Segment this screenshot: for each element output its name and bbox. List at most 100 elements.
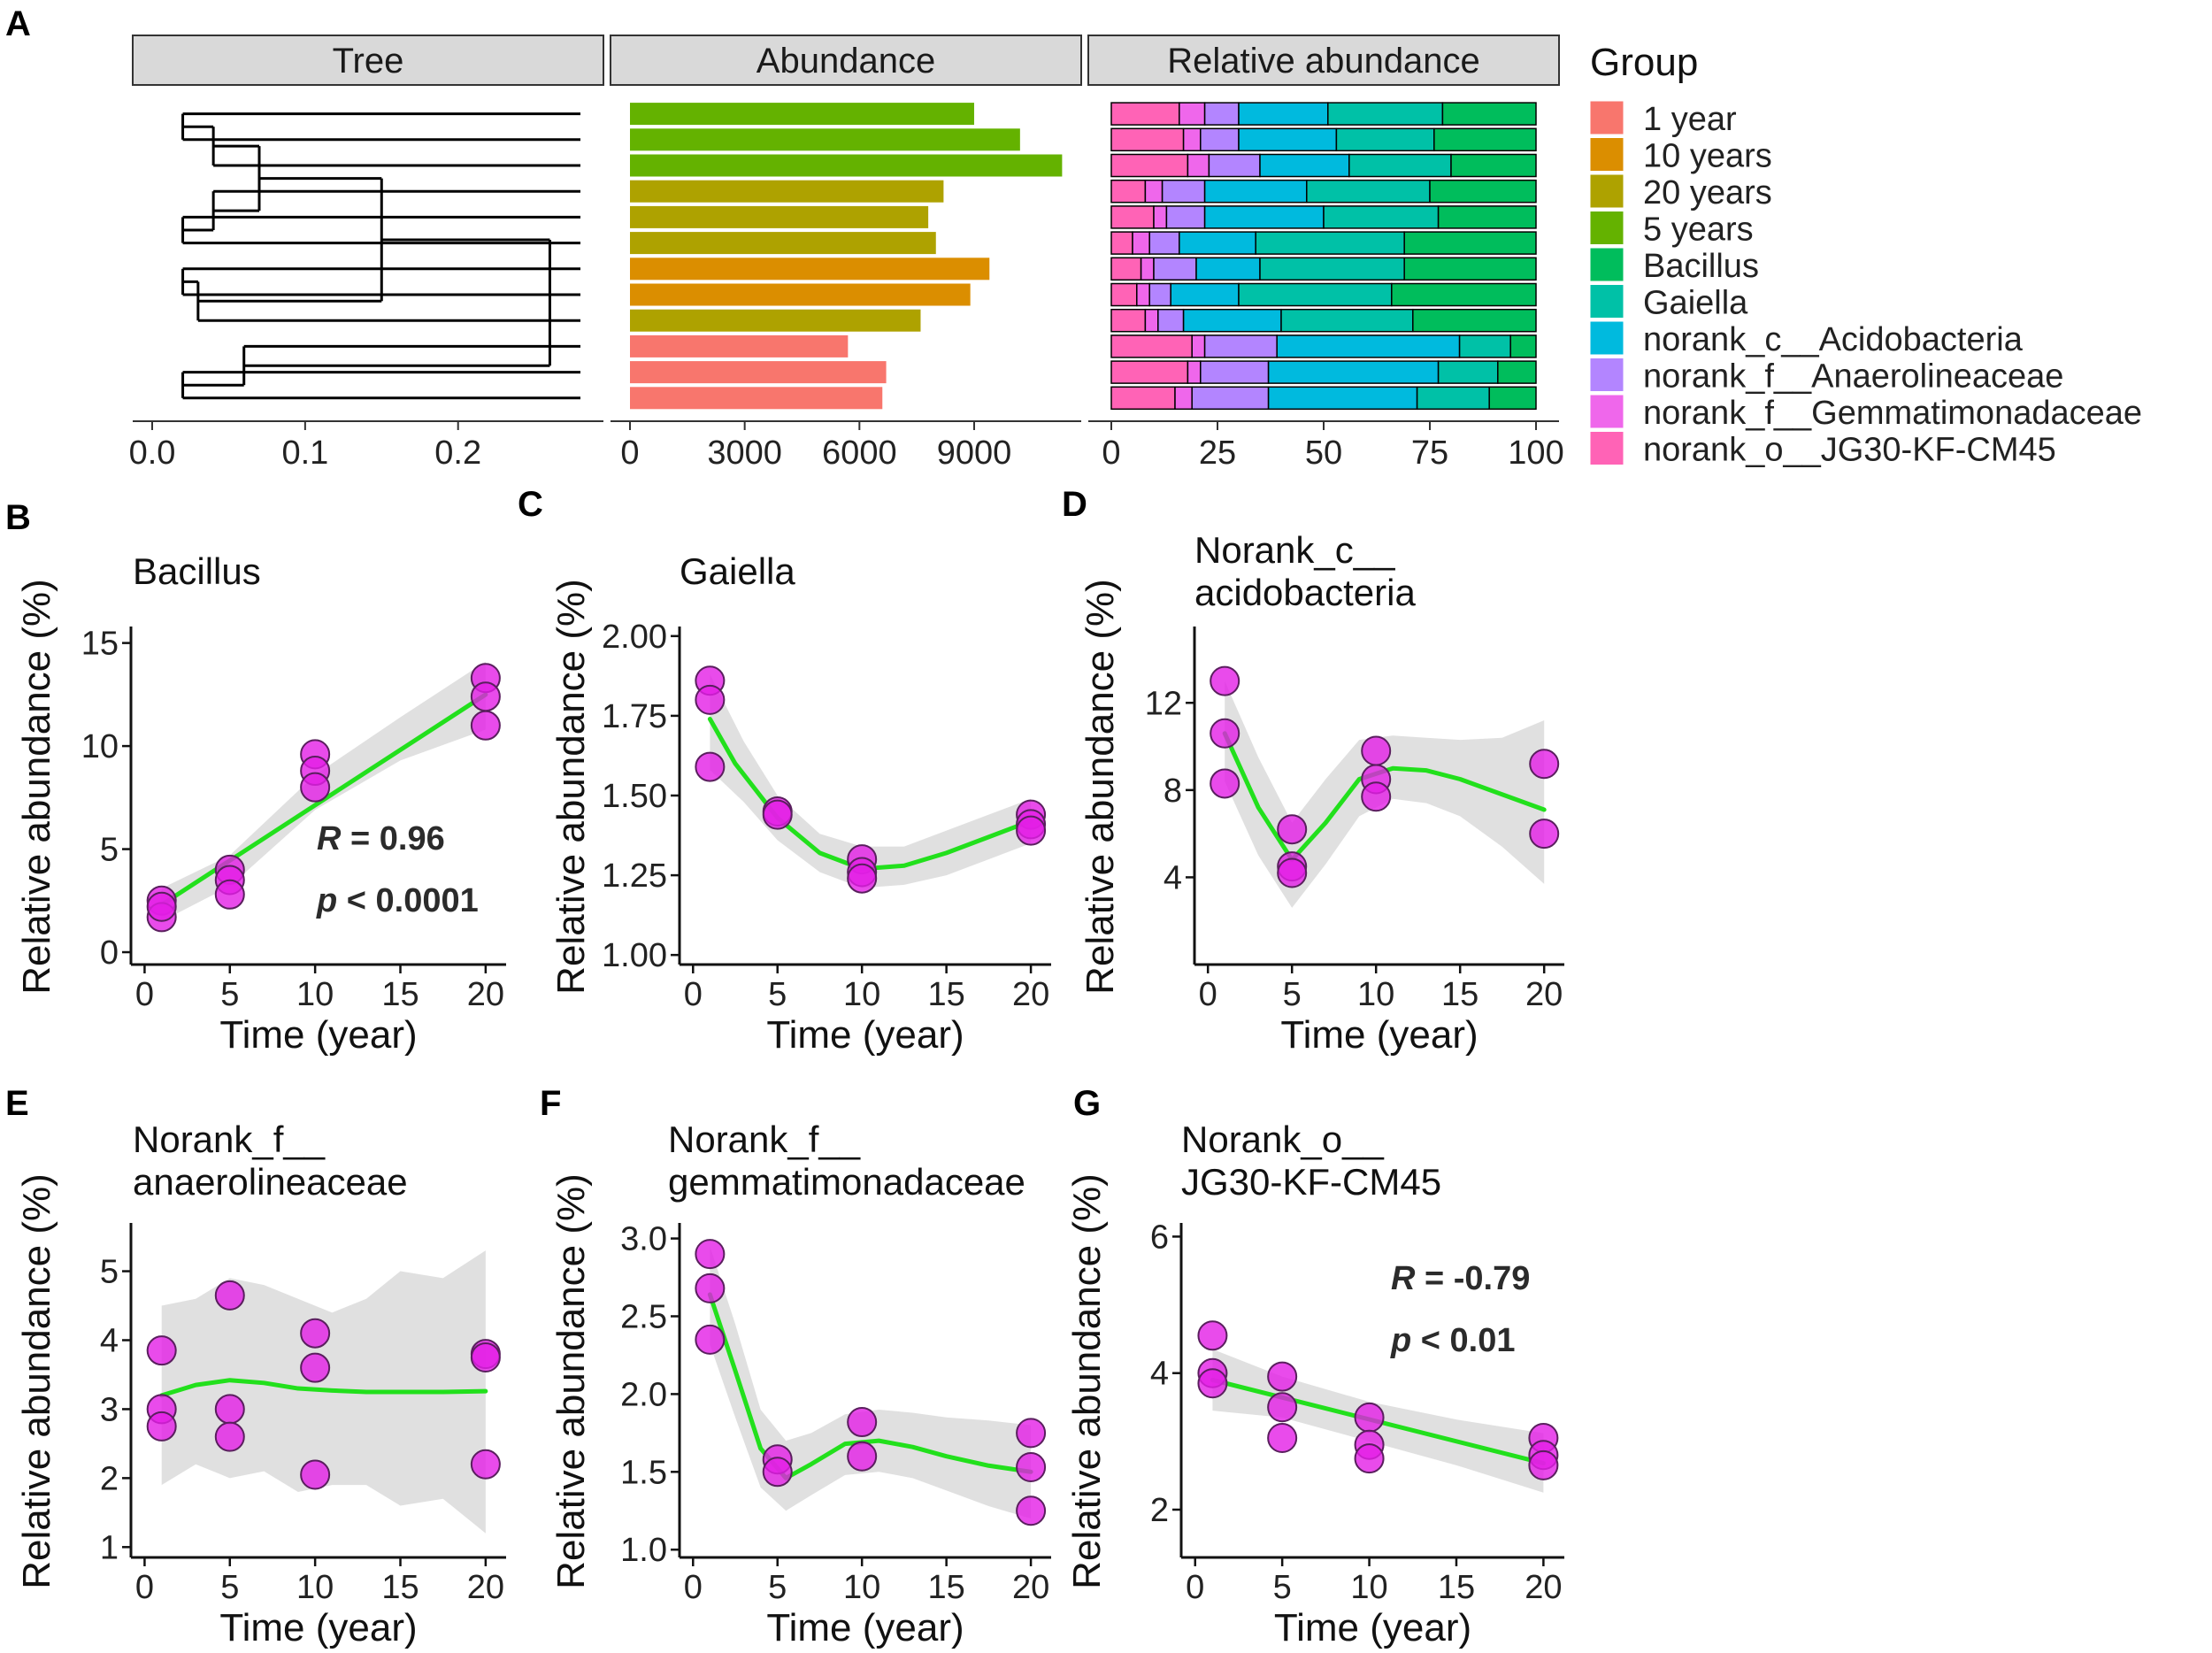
- legend-swatch: [1589, 211, 1624, 245]
- legend-swatch: [1589, 247, 1624, 282]
- stacked-segment: [1433, 127, 1537, 152]
- panel-f-fit-line: [707, 1292, 1033, 1480]
- stacked-segment: [1140, 257, 1155, 281]
- legend-label: Gaiella: [1643, 285, 1748, 322]
- panel-e-data-point: [146, 1335, 177, 1366]
- panel-letter-g: G: [1073, 1084, 1101, 1123]
- panel-f-x-tick-label: 0: [684, 1569, 703, 1606]
- panel-d-x-axis-title: Time (year): [1280, 1013, 1478, 1057]
- stacked-segment: [1458, 334, 1511, 358]
- panel-d-data-point: [1210, 718, 1240, 749]
- panel-b-data-point: [146, 891, 177, 922]
- panel-b-x-axis-title: Time (year): [219, 1013, 417, 1057]
- stacked-segment: [1110, 386, 1176, 411]
- panel-f-data-point: [1016, 1452, 1047, 1483]
- relative-x-tick-label: 25: [1199, 434, 1236, 472]
- panel-e-data-point: [214, 1421, 245, 1452]
- legend-swatch: [1589, 431, 1624, 465]
- relative-abundance-stacked-bar-chart: 0 25 50 75 100: [1088, 102, 1564, 472]
- panel-d-data-point: [1361, 781, 1392, 812]
- stacked-segment: [1110, 231, 1133, 255]
- legend-label: 20 years: [1643, 174, 1772, 211]
- panel-letter-c: C: [518, 485, 543, 524]
- legend-label: Bacillus: [1643, 248, 1759, 285]
- panel-d-data-point: [1210, 665, 1240, 696]
- panel-g-y-axis-title: Relative abundance (%): [1065, 1173, 1109, 1589]
- panel-f-confidence-band: [710, 1246, 1032, 1519]
- panel-f-y-tick-label: 1.0: [620, 1532, 667, 1569]
- panel-c-y-axis-title: Relative abundance (%): [549, 579, 593, 995]
- panel-c-title: Gaiella: [680, 550, 795, 592]
- panel-e-data-point: [300, 1459, 331, 1490]
- legend-label: 5 years: [1643, 211, 1754, 249]
- abundance-x-tick-label: 0: [620, 434, 639, 472]
- panel-c-x-tick-label: 15: [927, 976, 964, 1013]
- tree-x-tick-label: 0.1: [281, 434, 328, 472]
- abundance-bar: [630, 334, 849, 358]
- stacked-segment: [1267, 360, 1440, 384]
- panel-e-y-tick-label: 1: [100, 1529, 119, 1566]
- legend-title: Group: [1590, 41, 1698, 84]
- panel-d-title: Norank_c__: [1194, 529, 1395, 571]
- panel-g-data-point: [1267, 1423, 1298, 1453]
- panel-f-y-tick-label: 3.0: [620, 1221, 667, 1258]
- panel-b-p-symbol: p: [316, 882, 337, 919]
- panel-letter-f: F: [540, 1084, 561, 1123]
- stacked-segment: [1144, 308, 1159, 333]
- legend-swatch: [1589, 284, 1624, 319]
- panel-d-y-tick-label: 12: [1145, 685, 1182, 722]
- legend-label: norank_f__Anaerolineaceae: [1643, 358, 2063, 396]
- stacked-segment: [1255, 231, 1405, 255]
- panel-g-x-tick-label: 20: [1525, 1569, 1562, 1606]
- panel-d-y-tick-label: 8: [1164, 773, 1182, 810]
- panel-e-title: Norank_f__: [133, 1119, 326, 1160]
- panel-e-y-tick-label: 5: [100, 1254, 119, 1291]
- panel-b-y-axis-title: Relative abundance (%): [15, 579, 58, 995]
- panel-f-gemmatimonadaceae: Norank_f__gemmatimonadaceae 0 5 10 15 20 1.0 1.…: [549, 1119, 1051, 1649]
- panel-f-title: Norank_f__: [668, 1119, 861, 1160]
- legend-swatch: [1589, 394, 1624, 429]
- panel-c-x-tick-label: 20: [1012, 976, 1049, 1013]
- stacked-segment: [1132, 231, 1150, 255]
- strip-tree-label: Tree: [333, 42, 404, 81]
- stacked-segment: [1203, 334, 1278, 358]
- panel-d-x-tick-label: 5: [1283, 976, 1302, 1013]
- panel-f-data-point: [695, 1272, 726, 1303]
- stacked-segment: [1276, 334, 1461, 358]
- panel-f-x-tick-label: 5: [768, 1569, 787, 1606]
- tree-x-tick-label: 0.0: [129, 434, 176, 472]
- abundance-bar: [630, 258, 990, 281]
- panel-g-x-tick-label: 0: [1186, 1569, 1204, 1606]
- panel-b-r-symbol: R: [317, 820, 342, 857]
- panel-c-data-point: [847, 863, 878, 894]
- panel-g-x-tick-label: 15: [1438, 1569, 1475, 1606]
- panel-b-x-tick-label: 5: [220, 976, 239, 1013]
- legend-swatch: [1589, 173, 1624, 209]
- stacked-segment: [1200, 127, 1240, 152]
- stacked-segment: [1391, 282, 1537, 307]
- panel-e-fit-line: [159, 1378, 488, 1398]
- panel-f-y-tick-label: 1.5: [620, 1454, 667, 1491]
- panel-f-x-tick-label: 10: [843, 1569, 880, 1606]
- panel-letter-e: E: [5, 1084, 29, 1123]
- stacked-segment: [1429, 179, 1537, 204]
- stacked-segment: [1203, 179, 1308, 204]
- legend-swatch: [1589, 137, 1624, 172]
- stacked-segment: [1323, 205, 1440, 229]
- panel-f-data-point: [695, 1239, 726, 1270]
- strip-abundance: Abundance: [610, 35, 1082, 86]
- stacked-segment: [1110, 360, 1189, 384]
- panel-c-y-tick-label: 1.50: [602, 778, 667, 815]
- stacked-segment: [1208, 153, 1261, 178]
- legend-swatch: [1589, 100, 1624, 135]
- relative-x-tick-label: 50: [1305, 434, 1342, 472]
- panel-e-data-point: [146, 1411, 177, 1442]
- stacked-segment: [1110, 127, 1185, 152]
- abundance-bar: [630, 309, 921, 332]
- panel-d-x-tick-label: 15: [1441, 976, 1479, 1013]
- panel-b-title: Bacillus: [133, 550, 261, 592]
- panel-g-p-statistic: p < 0.01: [1390, 1322, 1515, 1359]
- stacked-segment: [1179, 102, 1206, 126]
- stacked-segment: [1327, 102, 1444, 126]
